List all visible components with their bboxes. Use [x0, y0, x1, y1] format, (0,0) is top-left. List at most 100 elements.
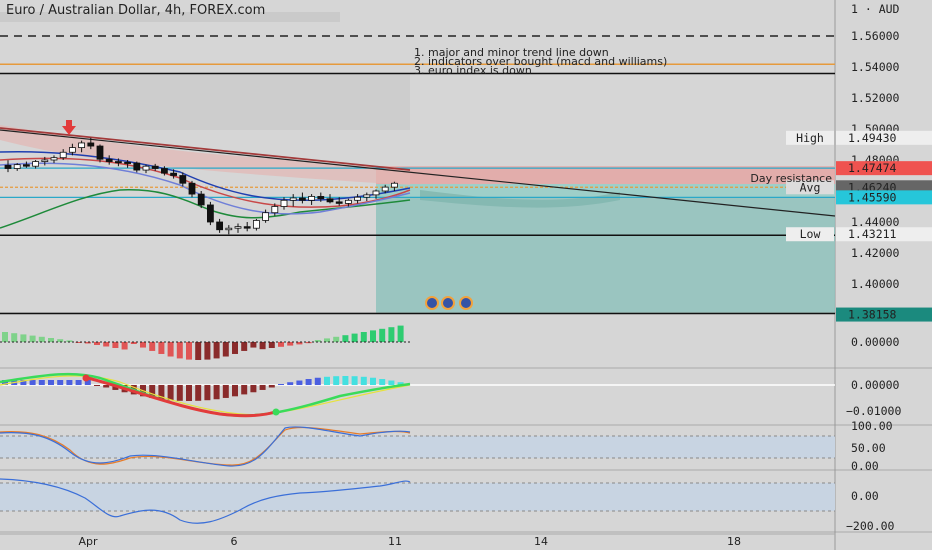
- osc-bar: [112, 385, 119, 390]
- osc-bar: [38, 380, 45, 385]
- osc-bar: [149, 385, 156, 398]
- time-tick-label: Apr: [78, 535, 98, 548]
- avg-label: Avg: [800, 180, 821, 194]
- macd-bar: [195, 342, 202, 360]
- williams-band: [0, 483, 835, 511]
- macd-bar: [388, 327, 395, 342]
- williams-tick-neg: −200.00: [846, 519, 895, 533]
- moving-average-4: [0, 162, 411, 215]
- macd-bar: [360, 332, 367, 342]
- macd-bar: [48, 338, 54, 342]
- osc-bar: [84, 380, 91, 385]
- support-tag-bg: [836, 190, 932, 205]
- macd-bar: [66, 340, 73, 342]
- candle-body: [59, 151, 67, 159]
- macd-bar: [121, 342, 128, 350]
- osc-bar: [379, 379, 386, 385]
- osc-bar: [314, 377, 321, 385]
- osc-bar: [167, 385, 174, 401]
- macd-bar: [57, 339, 64, 342]
- osc-bar: [222, 385, 229, 398]
- high-label: High: [796, 131, 824, 145]
- osc-bar: [48, 380, 54, 385]
- cloud-red: [0, 125, 410, 185]
- osc-bar: [250, 385, 257, 393]
- osc-bar: [29, 380, 36, 385]
- candle-body: [179, 175, 187, 184]
- low-tag: 1.43211: [848, 227, 897, 241]
- candle-body: [115, 161, 122, 164]
- osc-bar: [278, 384, 284, 385]
- osc-bar: [204, 385, 211, 401]
- rsi-tick-0: 0.00: [851, 459, 879, 473]
- osc-bar: [259, 385, 266, 390]
- macd-bar: [333, 336, 340, 342]
- macd-bar: [112, 342, 119, 348]
- current-price-tag-bg: [836, 161, 932, 176]
- sell-arrow-icon: [62, 120, 76, 135]
- event-icon: [425, 296, 439, 310]
- osc-bar: [232, 385, 238, 397]
- moving-average-1: [0, 150, 411, 202]
- day-resistance-label: Day resistance: [750, 172, 832, 185]
- macd-bar: [130, 342, 137, 344]
- candle-body: [234, 226, 242, 229]
- macd-bar: [213, 342, 220, 359]
- osc-bar: [241, 385, 248, 395]
- macd-bar: [241, 342, 248, 351]
- candle-body: [170, 172, 178, 176]
- price-tick-label: 1.52000: [851, 91, 900, 105]
- macd-bar: [379, 328, 386, 342]
- current-price-tag: 1.47474: [848, 161, 897, 175]
- candle-body: [105, 158, 113, 162]
- high-label-bg: [786, 130, 834, 145]
- time-tick-label: 18: [727, 535, 741, 548]
- candle-body: [344, 199, 352, 204]
- rsi-tick-50: 50.00: [851, 441, 886, 455]
- time-tick-label: 14: [534, 535, 548, 548]
- header-band: [0, 12, 340, 22]
- osc-bar: [305, 379, 312, 385]
- osc-bar: [268, 385, 275, 388]
- macd-bar: [103, 342, 110, 347]
- osc-bar: [324, 376, 330, 385]
- osc-bar: [213, 385, 220, 400]
- osc-bar: [75, 380, 82, 385]
- macd-bar: [20, 334, 27, 342]
- candle-body: [298, 197, 306, 201]
- note-2: 2. indicators over bought (macd and will…: [414, 55, 668, 68]
- moving-average-2: [0, 157, 411, 208]
- candle-body: [372, 190, 380, 196]
- macd-bar: [287, 342, 294, 346]
- macd-bar: [2, 332, 8, 342]
- osc-bar: [333, 376, 340, 385]
- macd-bar: [259, 342, 266, 350]
- macd-bar: [268, 342, 275, 348]
- macd-bar: [75, 342, 82, 343]
- macd-bar: [94, 342, 100, 345]
- shaded-history-band: [0, 74, 410, 130]
- rsi-tick-100: 100.00: [851, 419, 893, 433]
- osc-bar: [57, 380, 64, 385]
- osc-bar: [94, 385, 100, 386]
- target-zone: [376, 197, 835, 313]
- candle-body: [335, 201, 343, 204]
- candle-body: [225, 227, 233, 231]
- macd-bar: [11, 333, 18, 342]
- macd-bar: [305, 342, 312, 344]
- macd-bar: [314, 340, 321, 342]
- macd-bar: [158, 342, 165, 354]
- osc-bar: [397, 382, 404, 385]
- macd-bar: [222, 342, 229, 357]
- macd-bar: [397, 325, 404, 342]
- resistance-zone: [376, 166, 835, 185]
- osc-tick-neg: −0.01000: [846, 404, 901, 418]
- price-tick-label: 1.42000: [851, 246, 900, 260]
- rsi-line-orange: [0, 426, 411, 466]
- macd-bar: [176, 342, 183, 359]
- macd-bar: [186, 342, 192, 360]
- cloud-green: [420, 190, 620, 208]
- candle-body: [50, 157, 58, 161]
- candle-body: [69, 147, 76, 153]
